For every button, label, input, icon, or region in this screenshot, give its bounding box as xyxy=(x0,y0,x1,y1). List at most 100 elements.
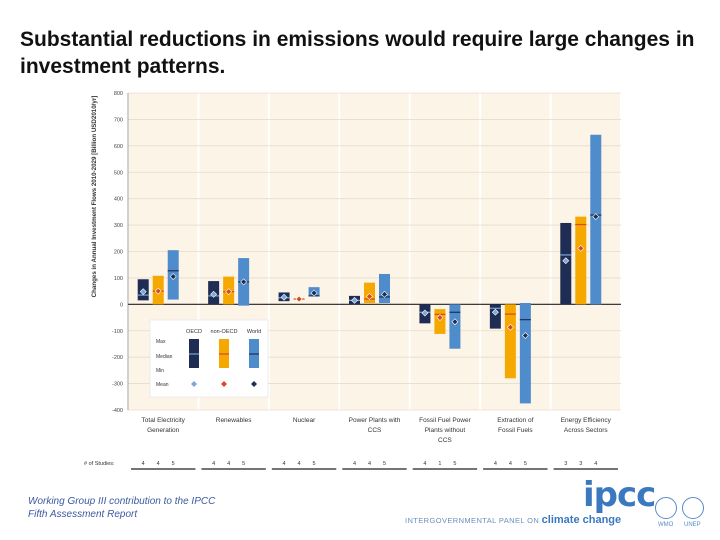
bar-world xyxy=(449,304,461,349)
study-count: 5 xyxy=(383,461,386,467)
legend-row-label: Mean xyxy=(156,382,169,388)
studies-label: # of Studies: xyxy=(84,461,115,467)
mean-marker xyxy=(351,296,358,304)
y-tick-label: -100 xyxy=(112,329,123,335)
y-tick-label: 200 xyxy=(114,250,123,256)
mean-marker xyxy=(451,318,459,326)
y-tick-label: 400 xyxy=(114,197,123,203)
study-count: 4 xyxy=(494,461,497,467)
slide-title: Substantial reductions in emissions woul… xyxy=(20,28,695,78)
mean-marker xyxy=(154,287,162,295)
mean-marker xyxy=(169,273,177,281)
study-count: 4 xyxy=(423,461,426,467)
study-count: 5 xyxy=(172,461,175,467)
study-count: 5 xyxy=(524,461,527,467)
y-tick-label: 0 xyxy=(120,302,123,308)
y-tick-label: -300 xyxy=(112,382,123,388)
category-label: Renewables xyxy=(216,417,253,424)
study-count: 3 xyxy=(579,461,582,467)
legend-box xyxy=(149,319,269,398)
category-label: Nuclear xyxy=(293,417,316,424)
category-label: Fossil Fuels xyxy=(498,427,533,434)
legend-mean-marker xyxy=(251,381,257,387)
category-label: Across Sectors xyxy=(564,427,608,434)
study-count: 4 xyxy=(509,461,512,467)
mean-marker xyxy=(562,257,570,265)
tagline-prefix: INTERGOVERNMENTAL PANEL ON xyxy=(405,516,540,525)
mean-marker xyxy=(421,309,429,317)
legend-row-label: Max xyxy=(156,339,166,345)
footer-text: Working Group III contribution to the IP… xyxy=(28,496,216,520)
unep-label: UNEP xyxy=(684,522,701,528)
mean-marker xyxy=(592,213,600,221)
category-label: Total Electricity xyxy=(142,417,186,424)
category-label: CCS xyxy=(438,437,452,444)
mean-marker xyxy=(491,308,499,316)
mean-marker xyxy=(521,332,529,339)
category-label: CCS xyxy=(368,427,382,434)
study-count: 4 xyxy=(227,461,230,467)
bar-non-oecd xyxy=(575,216,587,305)
mean-marker xyxy=(295,295,303,303)
wmo-logo-icon xyxy=(655,497,677,519)
legend-column-label: OECD xyxy=(186,329,202,335)
legend-column-label: non-OECD xyxy=(211,329,238,335)
y-tick-label: 800 xyxy=(114,91,123,97)
study-count: 5 xyxy=(242,461,245,467)
bar-world xyxy=(379,273,390,304)
mean-marker xyxy=(139,288,147,296)
mean-marker xyxy=(506,323,514,331)
bar-world xyxy=(519,303,531,404)
category-label: Power Plants with xyxy=(349,417,401,424)
study-count: 5 xyxy=(313,461,316,467)
study-count: 1 xyxy=(438,461,441,467)
study-count: 4 xyxy=(353,461,356,467)
bar-non-oecd xyxy=(434,309,446,334)
study-count: 4 xyxy=(283,461,286,467)
mean-marker xyxy=(225,288,233,296)
mean-marker xyxy=(310,289,318,297)
mean-marker xyxy=(240,278,248,286)
study-count: 5 xyxy=(453,461,456,467)
study-count: 3 xyxy=(564,461,567,467)
mean-marker xyxy=(381,290,388,298)
y-tick-label: 700 xyxy=(114,117,123,123)
category-label: Fossil Fuel Power xyxy=(419,417,471,424)
y-tick-label: 500 xyxy=(114,170,123,176)
ipcc-logo: ipcc xyxy=(583,475,656,515)
category-label: Generation xyxy=(147,427,180,434)
bar-non-oecd xyxy=(504,304,516,379)
category-label: Energy Efficiency xyxy=(561,417,612,424)
category-label: Plants without xyxy=(425,427,466,434)
mean-marker xyxy=(366,292,373,300)
study-count: 4 xyxy=(368,461,371,467)
y-tick-label: -200 xyxy=(112,355,123,361)
category-label: Extraction of xyxy=(497,417,533,424)
y-tick-label: -400 xyxy=(112,408,123,414)
legend-column-label: World xyxy=(247,329,261,335)
y-tick-label: 600 xyxy=(114,144,123,150)
legend-row-label: Min xyxy=(156,368,164,374)
tagline-emphasis: climate change xyxy=(541,514,622,526)
unep-logo-icon xyxy=(682,497,704,519)
legend-row-label: Median xyxy=(156,354,173,360)
mean-marker xyxy=(210,290,218,298)
study-count: 4 xyxy=(157,461,160,467)
legend-mean-marker xyxy=(221,381,227,387)
y-axis-label: Changes in Annual Investment Flows 2010-… xyxy=(91,96,98,298)
bar-oecd xyxy=(489,304,501,329)
mean-marker xyxy=(577,244,585,252)
legend-mean-marker xyxy=(191,381,197,387)
mean-marker xyxy=(280,293,288,301)
mean-marker xyxy=(436,314,444,321)
wmo-label: WMO xyxy=(658,522,674,528)
bar-non-oecd xyxy=(364,282,375,304)
ipcc-tagline: INTERGOVERNMENTAL PANEL ON climate chang… xyxy=(405,514,621,527)
y-tick-label: 300 xyxy=(114,223,123,229)
study-count: 4 xyxy=(298,461,301,467)
y-tick-label: 100 xyxy=(114,276,123,282)
study-count: 4 xyxy=(212,461,215,467)
study-count: 4 xyxy=(142,461,145,467)
study-count: 4 xyxy=(594,461,597,467)
